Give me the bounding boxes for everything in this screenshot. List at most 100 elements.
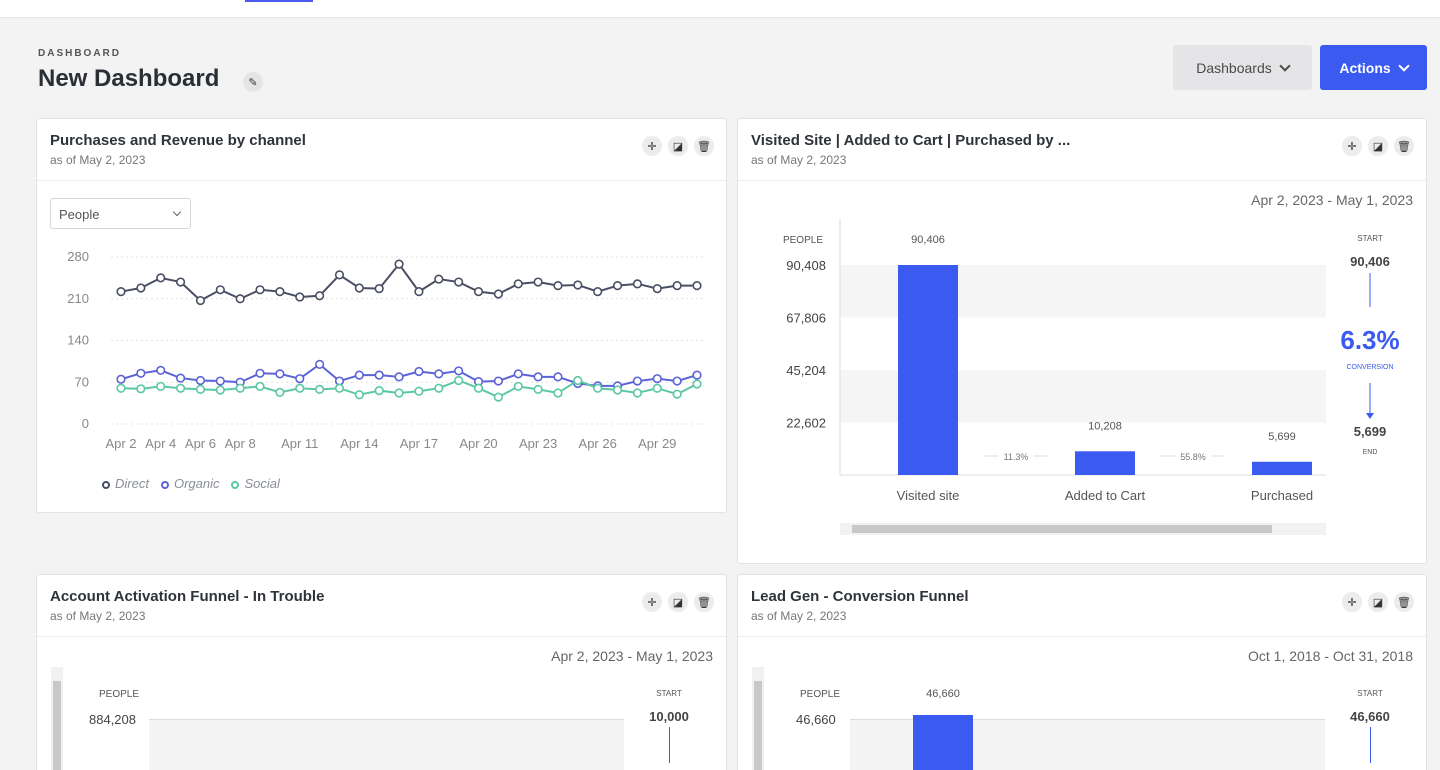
data-point[interactable] — [414, 286, 424, 297]
scrollbar-thumb[interactable] — [53, 681, 61, 770]
data-point[interactable] — [513, 369, 523, 379]
data-point[interactable] — [235, 383, 245, 393]
funnel-bar[interactable] — [913, 715, 973, 770]
data-point[interactable] — [533, 277, 543, 287]
data-point[interactable] — [255, 285, 265, 295]
data-point[interactable] — [632, 376, 643, 386]
data-point[interactable] — [454, 366, 464, 376]
data-point[interactable] — [195, 384, 206, 395]
legend-social[interactable]: Social — [231, 476, 280, 491]
data-point[interactable] — [652, 383, 662, 393]
data-point[interactable] — [434, 369, 444, 379]
funnel-bar[interactable] — [1075, 451, 1135, 475]
vertical-scrollbar[interactable] — [752, 667, 764, 770]
data-point[interactable] — [136, 384, 146, 394]
data-point[interactable] — [414, 386, 424, 396]
edit-title-button[interactable]: ✎ — [243, 72, 263, 92]
data-point[interactable] — [593, 383, 603, 393]
data-point[interactable] — [593, 286, 603, 297]
data-point[interactable] — [195, 295, 206, 306]
data-point[interactable] — [533, 372, 543, 382]
vertical-scrollbar[interactable] — [51, 667, 63, 770]
legend-organic[interactable]: Organic — [160, 476, 219, 491]
data-point[interactable] — [652, 284, 662, 294]
data-point[interactable] — [315, 291, 325, 301]
scrollbar-thumb[interactable] — [754, 681, 762, 770]
data-point[interactable] — [473, 383, 484, 393]
data-point[interactable] — [116, 286, 126, 297]
data-point[interactable] — [374, 284, 384, 294]
expand-icon[interactable]: ◪ — [668, 136, 688, 156]
funnel-bar[interactable] — [898, 265, 958, 475]
data-point[interactable] — [493, 289, 503, 299]
data-point[interactable] — [434, 274, 444, 284]
trash-icon[interactable]: 🗑 — [1394, 136, 1414, 156]
expand-icon[interactable]: ◪ — [668, 592, 688, 612]
data-point[interactable] — [215, 285, 225, 295]
data-point[interactable] — [434, 383, 444, 393]
trash-icon[interactable]: 🗑 — [1394, 592, 1414, 612]
trash-icon[interactable]: 🗑 — [694, 592, 714, 612]
data-point[interactable] — [156, 381, 166, 392]
data-point[interactable] — [553, 372, 563, 382]
dashboards-button[interactable]: Dashboards — [1173, 45, 1312, 90]
data-point[interactable] — [692, 379, 702, 389]
data-point[interactable] — [175, 277, 186, 287]
data-point[interactable] — [275, 387, 285, 397]
data-point[interactable] — [632, 388, 643, 398]
data-point[interactable] — [175, 373, 186, 383]
data-point[interactable] — [573, 280, 583, 290]
expand-icon[interactable]: ◪ — [1368, 592, 1388, 612]
data-point[interactable] — [692, 281, 702, 291]
data-point[interactable] — [652, 374, 662, 384]
funnel-bar[interactable] — [1252, 461, 1312, 475]
data-point[interactable] — [295, 292, 305, 302]
data-point[interactable] — [553, 388, 563, 398]
data-point[interactable] — [275, 286, 285, 297]
data-point[interactable] — [454, 277, 464, 287]
data-point[interactable] — [334, 270, 345, 280]
data-point[interactable] — [136, 368, 146, 378]
data-point[interactable] — [533, 384, 543, 395]
data-point[interactable] — [573, 375, 583, 386]
data-point[interactable] — [275, 369, 285, 379]
data-point[interactable] — [553, 281, 563, 291]
scrollbar-thumb[interactable] — [852, 525, 1272, 533]
data-point[interactable] — [354, 370, 364, 380]
data-point[interactable] — [116, 383, 126, 393]
data-point[interactable] — [454, 375, 464, 386]
data-point[interactable] — [136, 283, 146, 293]
data-point[interactable] — [175, 383, 186, 393]
data-point[interactable] — [235, 294, 245, 304]
data-point[interactable] — [414, 366, 424, 377]
data-point[interactable] — [334, 383, 345, 393]
data-point[interactable] — [672, 281, 682, 291]
trash-icon[interactable]: 🗑 — [694, 136, 714, 156]
legend-direct[interactable]: Direct — [102, 476, 149, 491]
data-point[interactable] — [672, 376, 682, 386]
move-icon[interactable]: ✛ — [642, 136, 662, 156]
data-point[interactable] — [632, 279, 643, 289]
data-point[interactable] — [315, 384, 325, 395]
data-point[interactable] — [354, 390, 364, 400]
data-point[interactable] — [394, 388, 404, 398]
data-point[interactable] — [215, 385, 225, 395]
data-point[interactable] — [295, 383, 305, 393]
data-point[interactable] — [315, 359, 325, 369]
data-point[interactable] — [374, 370, 384, 380]
data-point[interactable] — [612, 281, 623, 291]
data-point[interactable] — [156, 365, 166, 375]
move-icon[interactable]: ✛ — [1342, 136, 1362, 156]
data-point[interactable] — [692, 370, 702, 380]
data-point[interactable] — [195, 375, 206, 386]
data-point[interactable] — [493, 392, 503, 402]
data-point[interactable] — [672, 389, 682, 399]
data-point[interactable] — [116, 374, 126, 384]
move-icon[interactable]: ✛ — [642, 592, 662, 612]
expand-icon[interactable]: ◪ — [1368, 136, 1388, 156]
data-point[interactable] — [156, 273, 166, 283]
data-point[interactable] — [394, 372, 404, 382]
data-point[interactable] — [295, 374, 305, 384]
move-icon[interactable]: ✛ — [1342, 592, 1362, 612]
data-point[interactable] — [493, 376, 503, 386]
